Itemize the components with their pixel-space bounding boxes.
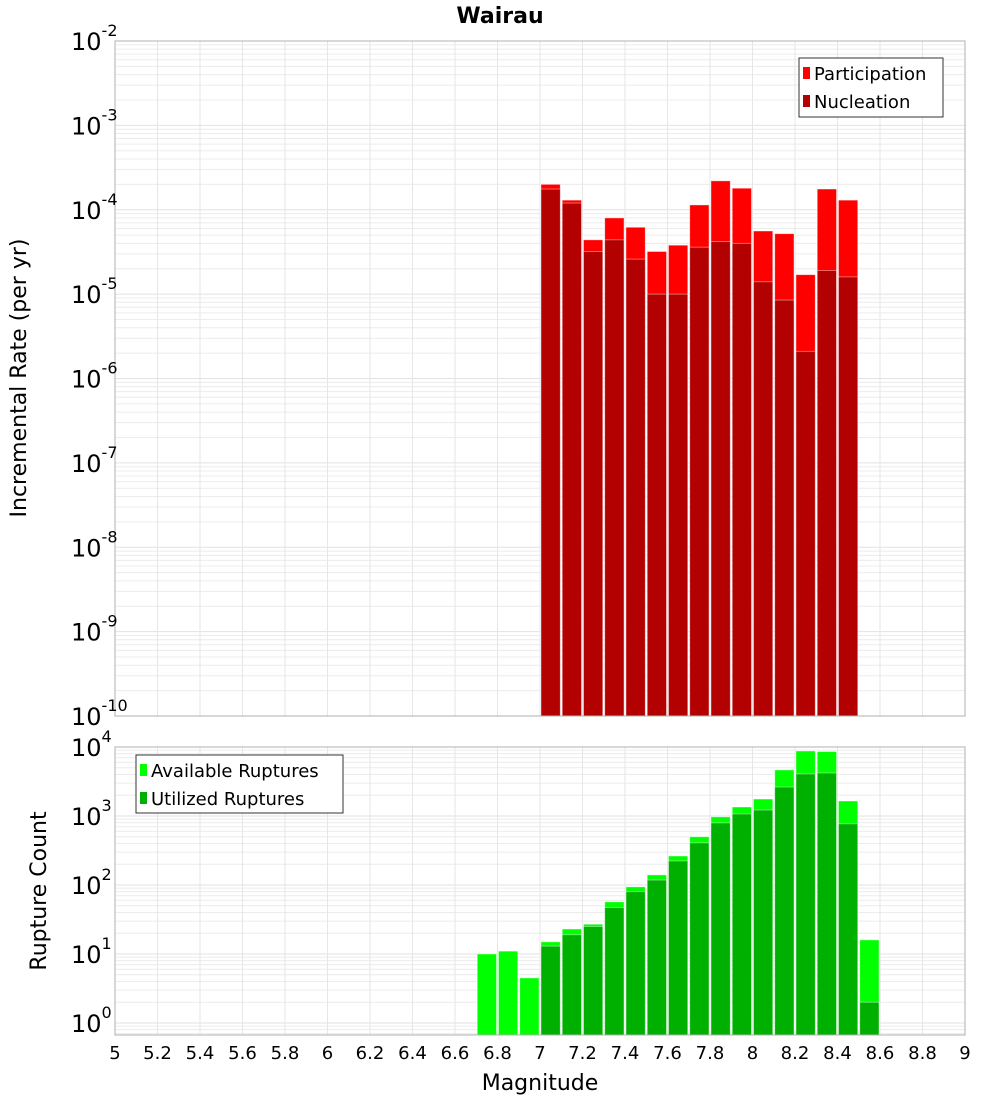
rate-plot: 10-10 10-9 10-8 10-7 10-6 10-5 10-4 10-3 10-2 Par… [71, 21, 966, 731]
legend: Available Ruptures Utilized Ruptures [135, 754, 344, 814]
y-tick-label: 10-2 [71, 21, 118, 56]
bar-utilized-ruptures [838, 823, 859, 1036]
legend-label: Available Ruptures [151, 761, 319, 782]
x-tick-label: 5.6 [228, 1043, 257, 1064]
bar-nucleation [646, 293, 667, 717]
legend-label: Utilized Ruptures [151, 789, 304, 810]
bar-available-ruptures [476, 953, 497, 1036]
bar-utilized-ruptures [689, 842, 710, 1036]
x-tick-label: 7.6 [653, 1043, 682, 1064]
bar-nucleation [753, 281, 774, 717]
y-tick-label: 10-3 [71, 105, 118, 140]
y-tick-label: 103 [71, 796, 112, 831]
bar-nucleation [540, 188, 561, 717]
bar-utilized-ruptures [731, 813, 752, 1036]
rupture-count-plot: 100 101 102 103 104 5 5.2 5.4 5.6 5.8 6 6.2 6.4 6.6 6.… [71, 727, 971, 1064]
x-tick-label: 8.6 [866, 1043, 895, 1064]
x-tick-label: 7 [534, 1043, 545, 1064]
bar-nucleation [561, 202, 582, 717]
x-tick-label: 6.8 [483, 1043, 512, 1064]
y-tick-label: 101 [71, 934, 112, 969]
bar-nucleation [838, 276, 859, 717]
legend: Participation Nucleation [798, 57, 944, 118]
bar-utilized-ruptures [561, 934, 582, 1036]
top-y-axis-title: Incremental Rate (per yr) [7, 239, 32, 518]
x-tick-label: 8 [747, 1043, 758, 1064]
x-tick-label: 9 [959, 1043, 970, 1064]
bar-nucleation [710, 241, 731, 717]
chart-title: Wairau [456, 4, 543, 29]
bar-utilized-ruptures [646, 879, 667, 1036]
bar-utilized-ruptures [859, 1001, 880, 1036]
bar-nucleation [795, 350, 816, 717]
bar-available-ruptures [498, 950, 519, 1036]
bar-nucleation [689, 246, 710, 717]
bar-utilized-ruptures [710, 822, 731, 1036]
legend-label: Participation [814, 64, 926, 85]
y-tick-label: 102 [71, 865, 112, 900]
bar-utilized-ruptures [625, 891, 646, 1036]
x-tick-label: 6.2 [356, 1043, 385, 1064]
bar-utilized-ruptures [774, 786, 795, 1036]
bar-utilized-ruptures [753, 809, 774, 1036]
x-tick-label: 5.8 [271, 1043, 300, 1064]
bar-utilized-ruptures [668, 860, 689, 1036]
x-axis-title: Magnitude [482, 1071, 599, 1096]
x-tick-label: 6.6 [441, 1043, 470, 1064]
x-tick-label: 5.2 [143, 1043, 172, 1064]
legend-label: Nucleation [814, 92, 910, 113]
bottom-y-axis-title: Rupture Count [27, 811, 52, 971]
bar-nucleation [583, 251, 604, 717]
plot-border [114, 746, 966, 1036]
x-tick-label: 7.4 [611, 1043, 640, 1064]
x-tick-label: 5.4 [186, 1043, 215, 1064]
x-tick-label: 6 [322, 1043, 333, 1064]
x-tick-label: 5 [109, 1043, 120, 1064]
bar-nucleation [668, 293, 689, 717]
plot-border [114, 40, 966, 717]
x-tick-label: 8.8 [908, 1043, 937, 1064]
bar-utilized-ruptures [795, 773, 816, 1036]
legend-swatch-nucleation [803, 95, 810, 107]
bar-nucleation [816, 270, 837, 717]
x-tick-label: 7.2 [568, 1043, 597, 1064]
bar-utilized-ruptures [583, 926, 604, 1036]
y-tick-label: 10-5 [71, 274, 118, 309]
bar-nucleation [604, 239, 625, 717]
legend-swatch-utilized-ruptures [140, 792, 147, 804]
y-tick-label: 10-4 [71, 190, 118, 225]
bar-utilized-ruptures [540, 945, 561, 1036]
x-tick-label: 8.2 [781, 1043, 810, 1064]
bar-available-ruptures [519, 977, 540, 1036]
y-tick-label: 10-9 [71, 612, 118, 647]
x-tick-label: 8.4 [823, 1043, 852, 1064]
y-tick-label: 100 [71, 1003, 112, 1038]
y-tick-label: 10-6 [71, 359, 118, 394]
x-tick-label: 6.4 [398, 1043, 427, 1064]
legend-swatch-available-ruptures [140, 764, 147, 776]
bar-nucleation [731, 242, 752, 717]
bar-utilized-ruptures [604, 907, 625, 1036]
y-tick-label: 104 [71, 727, 112, 762]
y-tick-label: 10-7 [71, 443, 118, 478]
y-tick-label: 10-8 [71, 527, 118, 562]
legend-swatch-participation [803, 67, 810, 79]
y-tick-label: 10-10 [71, 696, 128, 731]
x-tick-label: 7.8 [696, 1043, 725, 1064]
bar-nucleation [774, 299, 795, 717]
legend-box [798, 57, 944, 118]
legend-box [135, 754, 344, 814]
bar-utilized-ruptures [816, 772, 837, 1036]
bar-nucleation [625, 258, 646, 717]
